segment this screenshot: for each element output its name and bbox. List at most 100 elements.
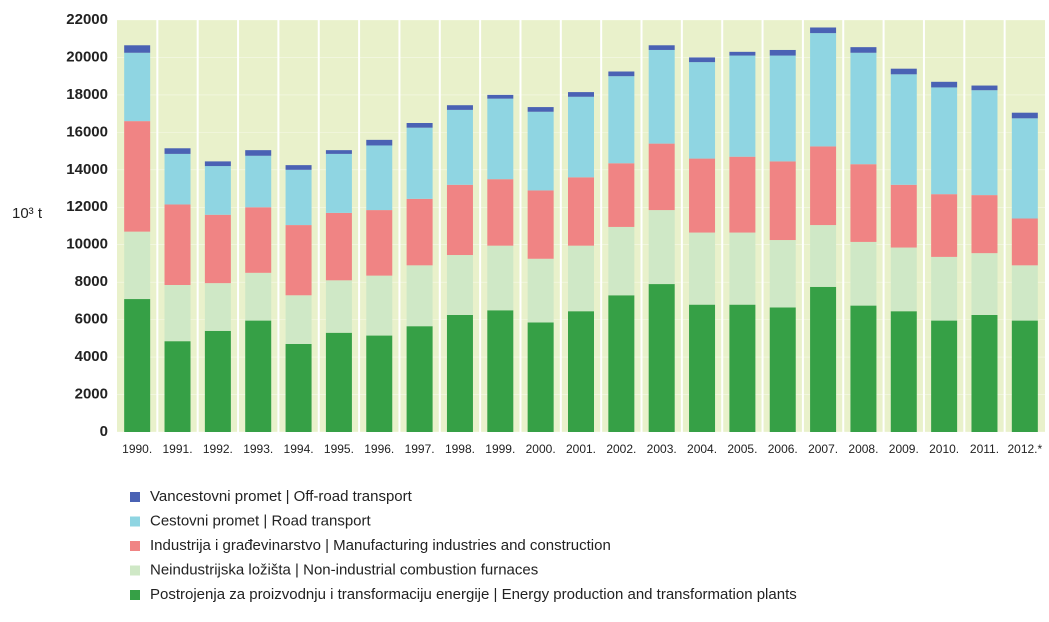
bar-segment <box>1011 320 1038 432</box>
x-tick-label: 2003. <box>647 442 677 456</box>
bar-segment <box>204 161 231 167</box>
bar-segment <box>366 335 393 432</box>
bar-segment <box>406 123 433 128</box>
bar-segment <box>971 195 998 254</box>
x-tick-label: 2000. <box>526 442 556 456</box>
y-tick-label: 0 <box>100 423 108 440</box>
bar-segment <box>406 198 433 266</box>
bar-segment <box>931 81 958 88</box>
x-tick-label: 1993. <box>243 442 273 456</box>
bar-segment <box>366 275 393 336</box>
x-tick-label: 2010. <box>929 442 959 456</box>
bar-segment <box>1011 218 1038 266</box>
y-tick-label: 16000 <box>66 123 108 140</box>
y-tick-label: 10000 <box>66 236 108 253</box>
legend-swatch <box>130 516 140 527</box>
bar-segment <box>648 45 675 50</box>
bar-segment <box>124 45 151 53</box>
bar-segment <box>890 184 917 248</box>
bar-segment <box>285 295 312 344</box>
bar-segment <box>1011 112 1038 119</box>
bar-segment <box>1011 118 1038 219</box>
bar-segment <box>406 265 433 327</box>
bar-segment <box>729 156 756 233</box>
bar-segment <box>850 52 877 165</box>
bar-segment <box>810 286 837 432</box>
bar-segment <box>931 194 958 257</box>
y-tick-label: 14000 <box>66 161 108 178</box>
x-tick-label: 1994. <box>284 442 314 456</box>
legend-swatch <box>130 565 140 576</box>
bar-segment <box>729 51 756 56</box>
bar-segment <box>890 68 917 75</box>
bar-segment <box>1011 265 1038 321</box>
bar-segment <box>527 107 554 112</box>
bar-segment <box>568 177 594 246</box>
bar-segment <box>446 109 473 185</box>
bar-segment <box>648 210 675 285</box>
bar-segment <box>608 295 635 432</box>
bar-segment <box>446 105 473 110</box>
legend-label: Postrojenja za proizvodnju i transformac… <box>150 586 797 603</box>
bar-segment <box>689 57 716 63</box>
bar-segment <box>527 258 554 323</box>
bar-segment <box>729 304 756 432</box>
bar-segment <box>769 161 796 241</box>
legend-label: Cestovni promet | Road transport <box>150 512 371 529</box>
x-tick-label: 1999. <box>485 442 515 456</box>
bar-segment <box>245 150 272 156</box>
bar-segment <box>971 85 998 91</box>
y-tick-label: 6000 <box>75 311 108 328</box>
bar-segment <box>568 96 594 178</box>
bar-segment <box>568 92 594 97</box>
x-tick-label: 2006. <box>768 442 798 456</box>
bar-segment <box>769 49 796 56</box>
bar-segment <box>608 71 635 77</box>
bar-segment <box>850 164 877 242</box>
bar-segment <box>729 232 756 305</box>
y-tick-label: 4000 <box>75 348 108 365</box>
bar-segment <box>366 139 393 146</box>
x-tick-label: 2008. <box>848 442 878 456</box>
bar-segment <box>769 307 796 432</box>
bar-segment <box>850 47 877 53</box>
bar-segment <box>608 163 635 227</box>
y-tick-label: 8000 <box>75 273 108 290</box>
y-tick-label: 2000 <box>75 386 108 403</box>
bar-segment <box>568 245 594 312</box>
bar-segment <box>971 90 998 196</box>
y-tick-label: 22000 <box>66 11 108 28</box>
bar-segment <box>648 49 675 144</box>
y-tick-label: 12000 <box>66 198 108 215</box>
bar-segment <box>406 127 433 199</box>
bar-segment <box>568 311 594 432</box>
bar-segment <box>608 226 635 296</box>
bar-segment <box>164 284 191 342</box>
bar-segment <box>527 322 554 432</box>
y-axis-label: 10³ t <box>12 205 43 222</box>
bar-segment <box>325 212 352 281</box>
x-tick-label: 1991. <box>163 442 193 456</box>
bar-segment <box>245 320 272 432</box>
bar-segment <box>890 247 917 312</box>
bar-segment <box>971 314 998 432</box>
bar-segment <box>769 240 796 308</box>
bar-segment <box>204 283 231 331</box>
bar-segment <box>769 55 796 162</box>
x-tick-label: 1995. <box>324 442 354 456</box>
bar-segment <box>245 207 272 273</box>
x-tick-label: 1990. <box>122 442 152 456</box>
x-tick-label: 2004. <box>687 442 717 456</box>
bar-segment <box>204 330 231 432</box>
bar-segment <box>850 305 877 432</box>
x-tick-label: 2005. <box>727 442 757 456</box>
legend-swatch <box>130 590 140 600</box>
x-tick-label: 2002. <box>606 442 636 456</box>
legend-label: Vancestovni promet | Off-road transport <box>150 488 413 505</box>
bar-segment <box>527 111 554 191</box>
bar-segment <box>164 341 191 432</box>
y-tick-label: 18000 <box>66 86 108 103</box>
bar-segment <box>406 326 433 432</box>
bar-segment <box>971 253 998 315</box>
bar-segment <box>689 232 716 305</box>
